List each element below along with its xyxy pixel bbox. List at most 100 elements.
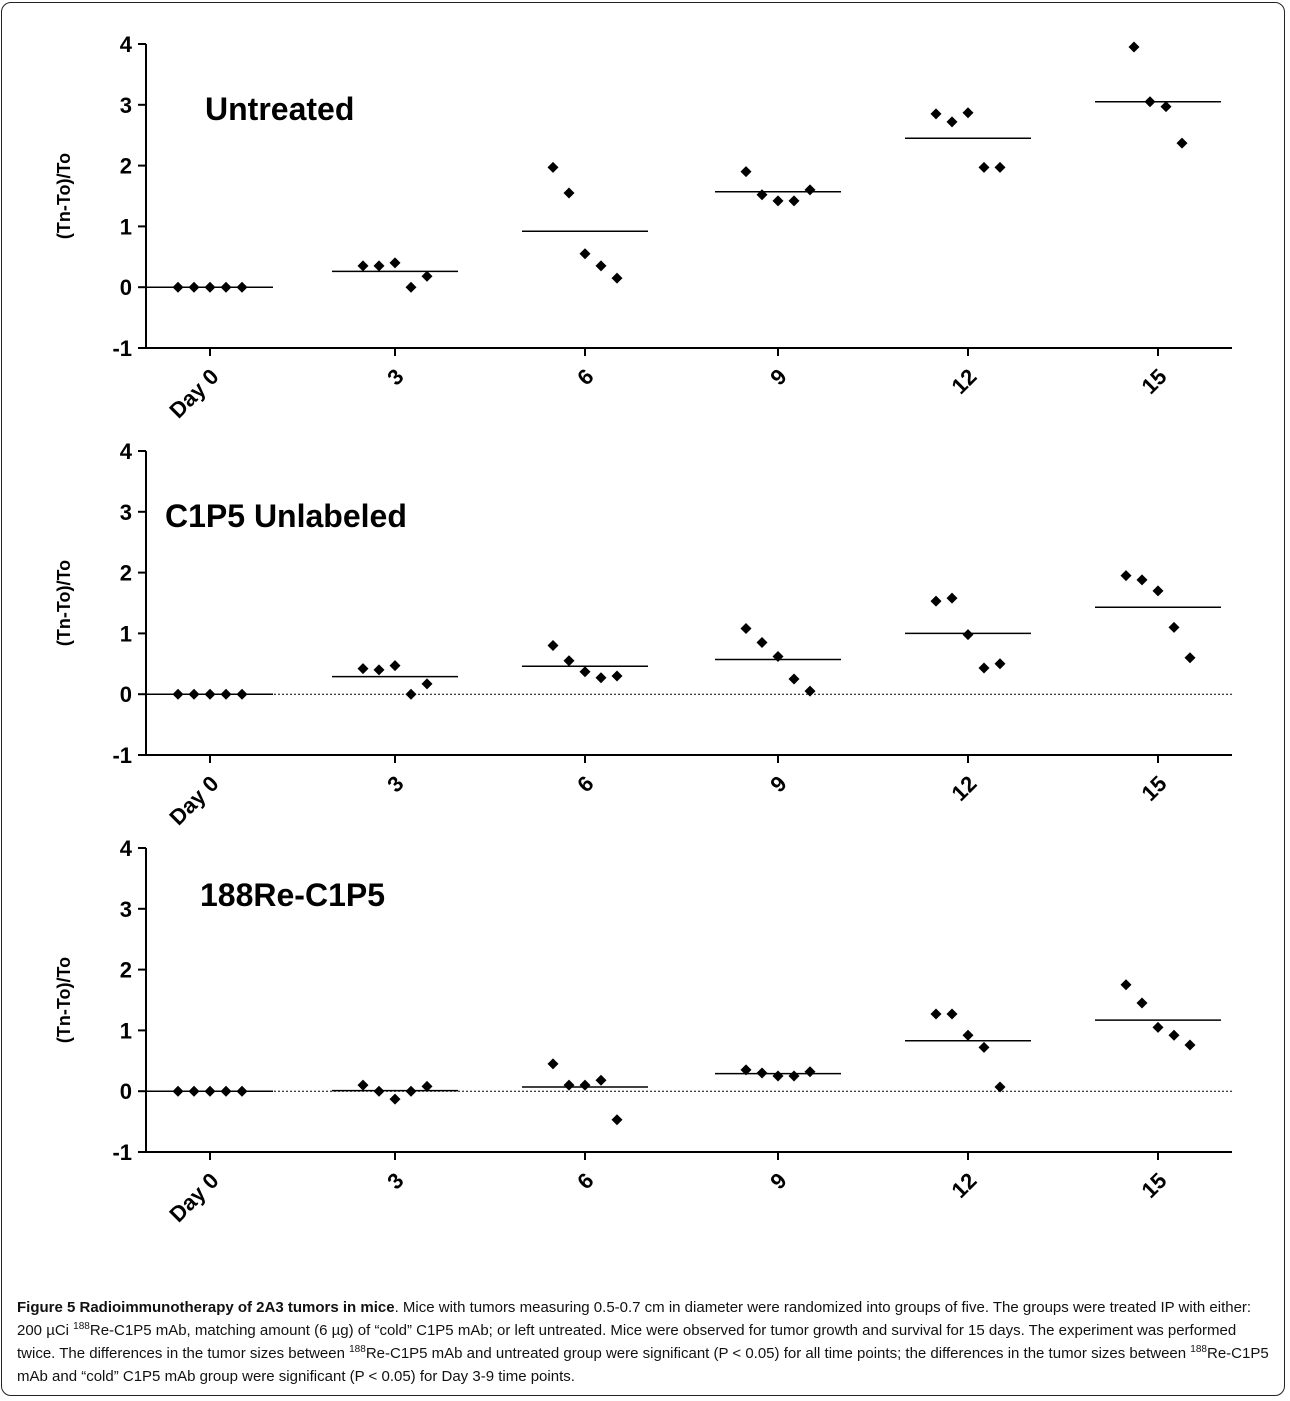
data-point <box>1120 570 1132 582</box>
caption-text-3: Re-C1P5 mAb and untreated group were sig… <box>365 1345 1191 1362</box>
data-point <box>389 660 401 672</box>
panel-title: C1P5 Unlabeled <box>165 498 407 534</box>
data-point <box>994 161 1006 173</box>
data-point <box>611 272 623 284</box>
y-tick-label: -1 <box>112 743 132 768</box>
data-point <box>421 1080 433 1092</box>
data-point <box>946 1008 958 1020</box>
data-point <box>547 640 559 652</box>
data-point <box>220 1085 232 1097</box>
data-point <box>756 1067 768 1079</box>
y-tick-label: 0 <box>120 682 132 707</box>
data-point <box>421 270 433 282</box>
data-point <box>1152 585 1164 597</box>
caption-text-4: Re-C1P5 mAb and “cold” C1P5 mAb group we… <box>17 1345 1269 1385</box>
y-tick-label: -1 <box>112 336 132 361</box>
data-point <box>930 108 942 120</box>
y-tick-label: 0 <box>120 1079 132 1104</box>
data-point <box>204 1085 216 1097</box>
data-point <box>1144 96 1156 108</box>
y-tick-label: 0 <box>120 275 132 300</box>
data-point <box>1168 1029 1180 1041</box>
data-point <box>579 248 591 260</box>
data-point <box>236 281 248 293</box>
data-point <box>930 595 942 607</box>
data-point <box>994 1081 1006 1093</box>
data-point <box>962 629 974 641</box>
data-point <box>172 688 184 700</box>
data-point <box>220 688 232 700</box>
y-tick-label: -1 <box>112 1140 132 1165</box>
y-axis-label: (Tn-To)/To <box>54 560 74 646</box>
caption-text-1: . Mice with tumors measuring 0.5-0.7 cm … <box>17 1299 1252 1339</box>
y-tick-label: 3 <box>120 897 132 922</box>
data-point <box>962 1029 974 1041</box>
y-tick-label: 4 <box>120 32 133 57</box>
x-tick-label: 15 <box>1137 771 1172 806</box>
data-point <box>740 623 752 635</box>
data-point <box>611 670 623 682</box>
y-tick-label: 1 <box>120 1018 132 1043</box>
data-point <box>611 1114 623 1126</box>
data-point <box>946 116 958 128</box>
y-tick-label: 2 <box>120 154 132 179</box>
data-point <box>1184 1039 1196 1051</box>
figure-caption: Figure 5 Radioimmunotherapy of 2A3 tumor… <box>17 1296 1269 1388</box>
data-point <box>740 166 752 178</box>
data-point <box>547 161 559 173</box>
x-tick-label: 12 <box>947 1168 982 1203</box>
data-point <box>579 1079 591 1091</box>
data-point <box>405 281 417 293</box>
y-tick-label: 1 <box>120 621 132 646</box>
data-point <box>1176 137 1188 149</box>
y-tick-label: 3 <box>120 93 132 118</box>
data-point <box>978 1041 990 1053</box>
y-tick-label: 1 <box>120 214 132 239</box>
data-point <box>236 688 248 700</box>
y-tick-label: 2 <box>120 958 132 983</box>
data-point <box>236 1085 248 1097</box>
data-point <box>373 260 385 272</box>
data-point <box>804 1066 816 1078</box>
x-tick-label: 12 <box>947 771 982 806</box>
x-tick-label: 9 <box>765 771 791 797</box>
data-point <box>962 107 974 119</box>
data-point <box>579 666 591 678</box>
data-point <box>188 688 200 700</box>
data-point <box>357 663 369 675</box>
x-tick-label: 9 <box>765 364 791 390</box>
data-point <box>1160 101 1172 113</box>
y-axis-label: (Tn-To)/To <box>54 153 74 239</box>
data-point <box>772 651 784 663</box>
x-tick-label: 3 <box>382 771 408 797</box>
data-point <box>740 1064 752 1076</box>
data-point <box>595 260 607 272</box>
caption-sup-3: 188 <box>1190 1344 1207 1355</box>
data-point <box>978 161 990 173</box>
data-point <box>357 1079 369 1091</box>
data-point <box>405 1085 417 1097</box>
x-tick-label: 3 <box>382 364 408 390</box>
data-point <box>204 281 216 293</box>
x-tick-label: 15 <box>1137 364 1172 399</box>
data-point <box>595 672 607 684</box>
data-point <box>1168 621 1180 633</box>
x-tick-label: 15 <box>1137 1168 1172 1203</box>
data-point <box>804 685 816 697</box>
data-point <box>563 655 575 667</box>
y-tick-label: 4 <box>120 439 133 464</box>
data-point <box>1120 979 1132 991</box>
data-point <box>220 281 232 293</box>
panel-title: Untreated <box>205 91 354 127</box>
data-point <box>1128 41 1140 53</box>
data-point <box>373 1085 385 1097</box>
data-point <box>188 281 200 293</box>
x-tick-label: 6 <box>572 364 598 390</box>
y-tick-label: 4 <box>120 836 133 861</box>
panel-title: 188Re-C1P5 <box>200 877 385 913</box>
data-point <box>772 195 784 207</box>
data-point <box>772 1070 784 1082</box>
y-axis-label: (Tn-To)/To <box>54 957 74 1043</box>
